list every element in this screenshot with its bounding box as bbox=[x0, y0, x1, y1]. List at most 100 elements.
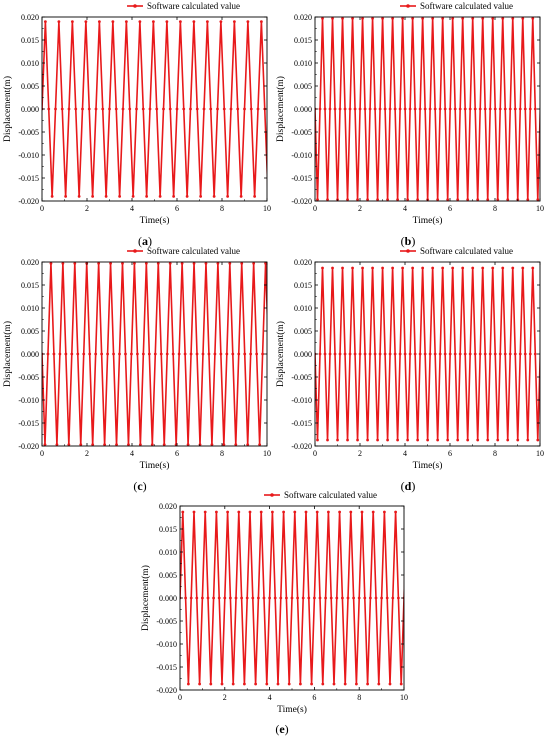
series-line bbox=[315, 267, 540, 441]
series-point bbox=[366, 198, 369, 201]
series-point bbox=[76, 352, 80, 356]
series-point bbox=[87, 107, 91, 111]
series-point bbox=[264, 262, 267, 265]
series-point bbox=[212, 195, 216, 198]
series-point bbox=[428, 107, 432, 111]
y-tick-label: 0.020 bbox=[294, 258, 312, 267]
legend-marker bbox=[406, 249, 410, 253]
y-tick-label: -0.005 bbox=[18, 128, 39, 137]
series-point bbox=[401, 266, 405, 270]
series-point bbox=[333, 352, 337, 356]
series-point bbox=[338, 352, 342, 356]
x-tick-label: 0 bbox=[178, 693, 182, 702]
series-point bbox=[43, 443, 47, 446]
x-tick-label: 10 bbox=[400, 693, 408, 702]
series-point bbox=[180, 262, 184, 265]
y-tick-label: -0.010 bbox=[291, 396, 312, 405]
series-point bbox=[360, 510, 364, 514]
x-tick-label: 8 bbox=[493, 204, 497, 213]
series-point bbox=[498, 352, 502, 356]
series-point bbox=[144, 262, 148, 265]
series-point bbox=[343, 352, 347, 356]
series-point bbox=[488, 107, 492, 111]
series-point bbox=[136, 352, 139, 356]
series-point bbox=[229, 596, 232, 600]
y-tick-label: 0.010 bbox=[21, 304, 39, 313]
series-point bbox=[213, 352, 217, 356]
series-point bbox=[243, 682, 246, 686]
series-point bbox=[476, 198, 480, 201]
series-point bbox=[506, 438, 510, 442]
series-point bbox=[396, 198, 399, 201]
series-point bbox=[373, 107, 377, 111]
series-point bbox=[148, 107, 152, 111]
series-point bbox=[397, 596, 400, 600]
series-point bbox=[528, 352, 532, 356]
series-point bbox=[446, 198, 450, 201]
x-tick-label: 0 bbox=[313, 449, 317, 458]
series-point bbox=[205, 20, 209, 23]
series-point bbox=[262, 596, 266, 600]
series-point bbox=[328, 352, 332, 356]
series-point bbox=[441, 266, 445, 270]
series-point bbox=[526, 198, 530, 201]
series-point bbox=[401, 17, 405, 20]
x-tick-label: 10 bbox=[536, 204, 544, 213]
series-point bbox=[443, 107, 447, 111]
series-point bbox=[204, 262, 208, 265]
x-tick-label: 2 bbox=[85, 204, 89, 213]
series-point bbox=[265, 682, 269, 686]
series-line bbox=[42, 263, 267, 445]
series-point bbox=[458, 107, 462, 111]
series-point bbox=[135, 107, 138, 111]
series-point bbox=[374, 596, 378, 600]
series-point bbox=[315, 510, 319, 514]
series-point bbox=[388, 107, 392, 111]
series-point bbox=[258, 443, 262, 446]
series-point bbox=[296, 596, 299, 600]
x-tick-label: 10 bbox=[263, 449, 271, 458]
series-point bbox=[371, 510, 375, 514]
chart-panel-d: -0.020 -0.015 -0.010 -0.005 0.000 0.005 0.010 0… bbox=[275, 246, 544, 493]
series-point bbox=[356, 438, 359, 442]
series-point bbox=[97, 262, 101, 265]
x-tick-label: 6 bbox=[448, 449, 452, 458]
series-point bbox=[145, 195, 149, 198]
series-point bbox=[393, 107, 397, 111]
series-point bbox=[91, 195, 95, 198]
x-tick-label: 4 bbox=[268, 693, 272, 702]
series-point bbox=[476, 438, 480, 442]
y-tick-label: -0.020 bbox=[291, 197, 312, 206]
series-point bbox=[299, 682, 302, 686]
series-point bbox=[428, 352, 432, 356]
series-point bbox=[418, 107, 422, 111]
series-point bbox=[416, 438, 420, 442]
legend-marker bbox=[133, 249, 137, 253]
series-point bbox=[511, 266, 515, 270]
series-point bbox=[436, 438, 440, 442]
series-point bbox=[251, 596, 255, 600]
series-point bbox=[141, 107, 145, 111]
series-point bbox=[358, 107, 362, 111]
series-point bbox=[130, 352, 133, 356]
series-point bbox=[466, 438, 470, 442]
panel-label: (c) bbox=[133, 479, 146, 493]
series-point bbox=[403, 107, 407, 111]
series-point bbox=[82, 352, 86, 356]
series-point bbox=[133, 262, 136, 265]
series-point bbox=[491, 266, 495, 270]
y-tick-label: -0.015 bbox=[291, 174, 312, 183]
series-point bbox=[331, 17, 334, 20]
x-tick-label: 8 bbox=[493, 449, 497, 458]
series-point bbox=[246, 20, 250, 23]
y-tick-label: -0.015 bbox=[18, 174, 39, 183]
series-point bbox=[216, 107, 219, 111]
series-point bbox=[363, 107, 367, 111]
x-tick-label: 2 bbox=[358, 204, 362, 213]
y-tick-label: 0.015 bbox=[159, 525, 177, 534]
series-point bbox=[533, 107, 537, 111]
series-point bbox=[329, 596, 333, 600]
series-point bbox=[307, 596, 311, 600]
series-point bbox=[423, 107, 427, 111]
series-point bbox=[352, 596, 355, 600]
